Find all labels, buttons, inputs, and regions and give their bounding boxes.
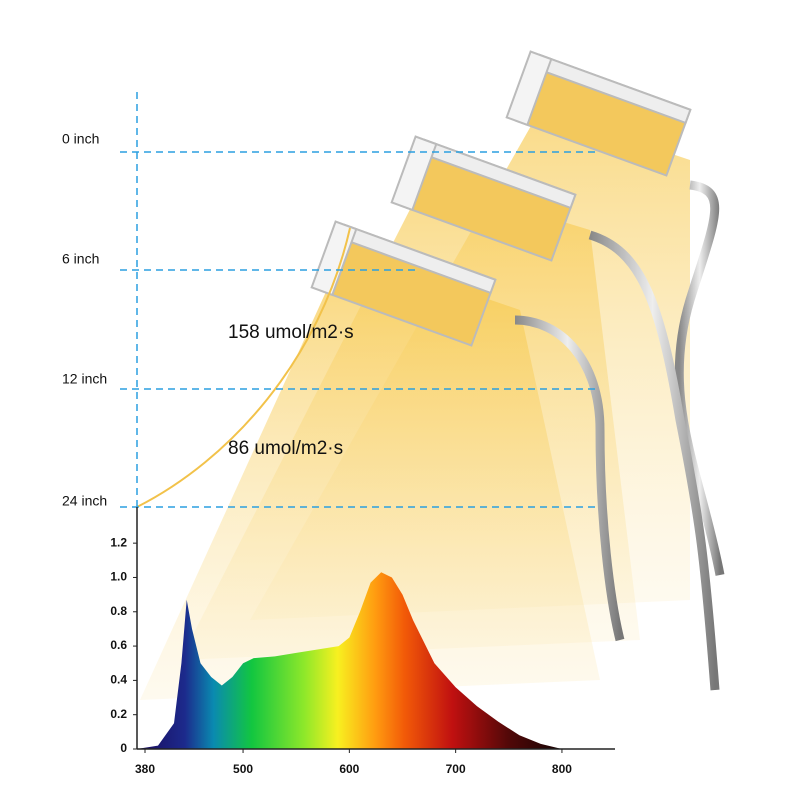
- y-tick-label: 0.6: [110, 638, 127, 652]
- y-tick-label: 0.4: [110, 673, 127, 687]
- y-tick-label: 0.8: [110, 604, 127, 618]
- goosenecks: [514, 180, 725, 691]
- x-tick-label: 380: [135, 762, 155, 776]
- light-beams: [140, 110, 690, 700]
- distance-guides: [120, 92, 600, 508]
- x-tick-label: 700: [446, 762, 466, 776]
- y-tick-label: 1.2: [110, 535, 127, 549]
- x-tick-label: 600: [339, 762, 359, 776]
- x-tick-label: 800: [552, 762, 572, 776]
- distance-label: 24 inch: [62, 493, 107, 509]
- spectrum-chart: 0 0.2 0.4 0.6 0.8 1.0 1.2 380 500 600 700 800: [110, 507, 615, 776]
- y-tick-label: 1.0: [110, 570, 127, 584]
- intensity-label: 158 umol/m2·s: [228, 322, 354, 343]
- distance-label: 12 inch: [62, 371, 107, 387]
- x-tick-label: 500: [233, 762, 253, 776]
- intensity-label: 86 umol/m2·s: [228, 438, 343, 459]
- y-tick-label: 0: [120, 741, 127, 755]
- spectrum-area: [136, 572, 562, 749]
- coverage-curve: [136, 227, 351, 508]
- distance-label: 0 inch: [62, 131, 99, 147]
- lamp-heads: [310, 50, 692, 347]
- y-tick-label: 0.2: [110, 707, 127, 721]
- distance-label: 6 inch: [62, 251, 99, 267]
